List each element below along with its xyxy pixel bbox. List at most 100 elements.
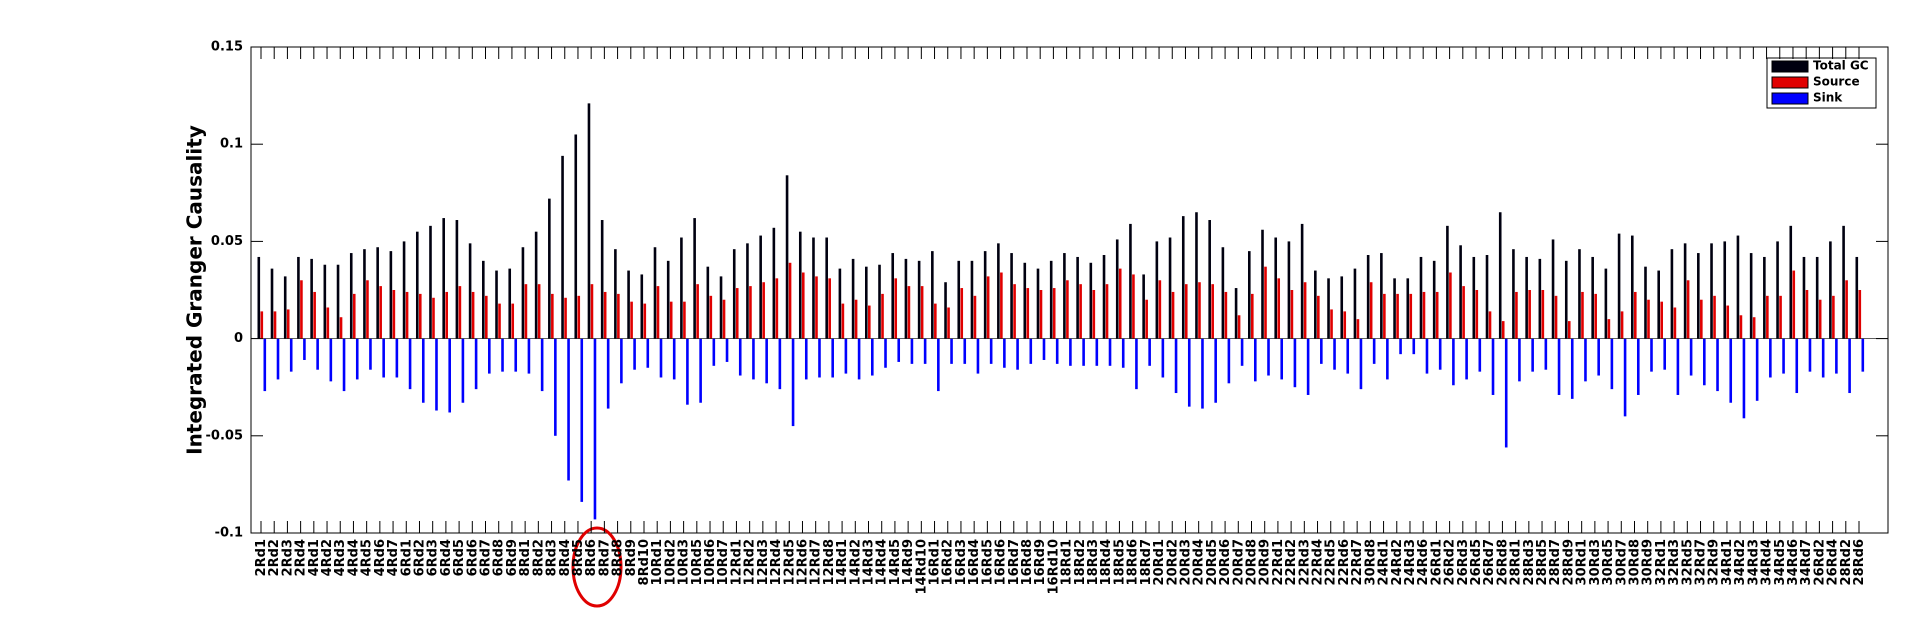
bar [1755, 338, 1759, 401]
bar [402, 241, 406, 339]
bar [706, 266, 710, 339]
legend: Total GC Source Sink [1766, 57, 1877, 109]
bar [1782, 338, 1785, 374]
bar [1369, 282, 1373, 339]
bar [1858, 290, 1862, 339]
bar [382, 338, 385, 378]
bar [283, 276, 287, 339]
bar [1000, 272, 1003, 339]
bar [1214, 338, 1217, 403]
bar [1327, 278, 1330, 339]
bar [485, 295, 488, 339]
x-tick-label: 16Rd2 [941, 539, 956, 585]
bar [561, 155, 564, 339]
x-tick-label: 12Rd4 [769, 539, 784, 585]
x-tick-label: 34Rd3 [1746, 539, 1761, 585]
bar [1716, 338, 1719, 392]
bar [1551, 239, 1555, 339]
x-tick-label: 6Rd4 [439, 539, 454, 576]
x-tick-label: 10Rd5 [690, 539, 705, 585]
bar [1855, 256, 1859, 339]
bar [1713, 295, 1716, 339]
bar [1604, 268, 1608, 339]
bar [587, 103, 591, 339]
bar [904, 258, 908, 339]
bar [1485, 255, 1489, 339]
bar [970, 260, 974, 339]
bar [683, 301, 686, 339]
bar [963, 338, 967, 364]
bar [659, 338, 663, 378]
bar [865, 266, 868, 339]
x-tick-label: 4Rd1 [307, 539, 322, 576]
bar [656, 286, 660, 339]
bar [342, 338, 346, 392]
x-tick-label: 22Rd5 [1324, 539, 1339, 585]
bar [881, 293, 884, 339]
bar [1092, 290, 1096, 339]
bar [1224, 291, 1228, 339]
bar [1832, 295, 1835, 339]
bar [1739, 315, 1743, 339]
bar [564, 297, 567, 339]
bar [1821, 338, 1825, 378]
legend-swatch [1771, 60, 1809, 73]
bar [1541, 290, 1545, 339]
bar [719, 276, 723, 339]
bar [973, 295, 977, 339]
x-tick-label: 28Rd5 [1535, 539, 1550, 585]
x-tick-label: 10Rd1 [650, 539, 665, 585]
bar [1623, 338, 1627, 417]
bar [785, 175, 789, 339]
x-tick-label: 32Rd3 [1667, 539, 1682, 585]
x-tick-label: 14Rd2 [848, 539, 863, 585]
bar [415, 231, 419, 339]
bar [336, 264, 340, 339]
x-tick-label: 18Rd3 [1086, 539, 1101, 585]
bar [1700, 299, 1703, 339]
bar [868, 305, 871, 339]
bar [1769, 338, 1772, 378]
bar [1095, 338, 1099, 366]
bar [831, 338, 834, 378]
bar [1303, 282, 1307, 339]
bar [355, 338, 359, 380]
bar [482, 260, 485, 339]
bar [1333, 338, 1336, 370]
bar [944, 282, 947, 339]
bar [1742, 338, 1746, 419]
bar [851, 258, 855, 339]
bar [1673, 307, 1677, 339]
x-tick-label: 4Rd3 [333, 539, 348, 576]
x-tick-label: 24Rd3 [1403, 539, 1418, 585]
x-tick-label: 16Rd7 [1007, 539, 1022, 585]
bar [1591, 256, 1594, 339]
bar [600, 220, 604, 339]
bar [1557, 338, 1561, 395]
bar [997, 243, 1000, 339]
x-tick-label: 24Rd1 [1377, 539, 1392, 585]
x-tick-label: 26Rd2 [1812, 539, 1827, 585]
x-tick-label: 6Rd6 [465, 539, 480, 576]
bar [1129, 223, 1132, 339]
bar [712, 338, 716, 366]
bar [1419, 256, 1423, 339]
bar [1383, 293, 1386, 339]
bar [418, 293, 422, 339]
x-tick-label: 4Rd5 [360, 539, 375, 576]
bar [1488, 311, 1492, 339]
bar [947, 307, 950, 339]
bar [1300, 223, 1304, 339]
bar [1063, 253, 1066, 339]
bar [1617, 233, 1621, 339]
x-tick-label: 14Rd4 [875, 539, 890, 585]
x-tick-label: 32Rd1 [1654, 539, 1669, 585]
bar [603, 291, 607, 339]
bar [1013, 284, 1016, 339]
bar [1132, 274, 1135, 339]
bar [352, 293, 356, 339]
bar [722, 299, 726, 339]
y-tick-label: -0.05 [206, 428, 243, 443]
bar [1340, 276, 1344, 339]
bar [1181, 216, 1185, 339]
